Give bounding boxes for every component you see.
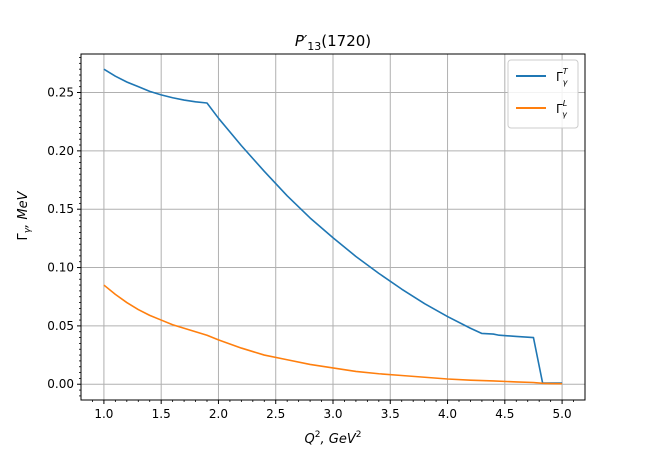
x-tick-label: 1.0 xyxy=(94,407,113,421)
series-layer xyxy=(103,68,563,385)
ylabel-base: Γ xyxy=(16,232,31,240)
legend-1-base: Γ xyxy=(556,102,563,116)
y-axis-label: Γγ, MeV xyxy=(16,190,33,240)
xlabel-tail: , GeV xyxy=(321,432,357,447)
x-tick-label: 4.0 xyxy=(438,407,457,421)
ylabel-tail: , MeV xyxy=(16,190,31,227)
legend-1-sup: L xyxy=(563,99,567,108)
x-tick-label: 2.5 xyxy=(266,407,285,421)
y-tick-label: 0.05 xyxy=(47,319,74,333)
xlabel-base: Q xyxy=(305,432,315,447)
legend-0-sub: γ xyxy=(563,78,569,87)
legend-label-longitudinal: ΓL γ xyxy=(556,99,568,119)
chart-title: P′13(1720) xyxy=(295,32,371,53)
title-base: P′ xyxy=(295,32,308,50)
x-axis-label: Q2, GeV2 xyxy=(305,430,362,447)
x-tick-label: 4.5 xyxy=(495,407,514,421)
legend: ΓT γ ΓL γ xyxy=(507,59,579,129)
xlabel-sup2: 2 xyxy=(356,430,362,440)
y-tick-label: 0.10 xyxy=(47,261,74,275)
series-line-0 xyxy=(103,68,563,384)
title-sub: 13 xyxy=(307,40,321,53)
ylabel-sub: γ xyxy=(23,227,33,233)
x-tick-label: 5.0 xyxy=(553,407,572,421)
x-tick-label: 3.0 xyxy=(323,407,342,421)
legend-1-sub: γ xyxy=(562,110,568,119)
x-tick-label: 3.5 xyxy=(381,407,400,421)
x-tick-label: 2.0 xyxy=(209,407,228,421)
legend-0-sup: T xyxy=(563,67,569,76)
x-tick-label: 1.5 xyxy=(152,407,171,421)
series-line-1 xyxy=(103,284,563,385)
title-tail: (1720) xyxy=(321,32,371,50)
y-tick-label: 0.00 xyxy=(47,377,74,391)
legend-label-transverse: ΓT γ xyxy=(556,67,569,87)
xlabel-sup: 2 xyxy=(315,430,321,440)
y-tick-label: 0.15 xyxy=(47,202,74,216)
y-tick-label: 0.25 xyxy=(47,86,74,100)
ticks: 1.0 1.5 2.0 2.5 3.0 3.5 4.0 4.5 5.0 0.00 0.05 0.10 0… xyxy=(47,57,574,421)
legend-0-base: Γ xyxy=(556,70,563,84)
y-tick-label: 0.20 xyxy=(47,144,74,158)
